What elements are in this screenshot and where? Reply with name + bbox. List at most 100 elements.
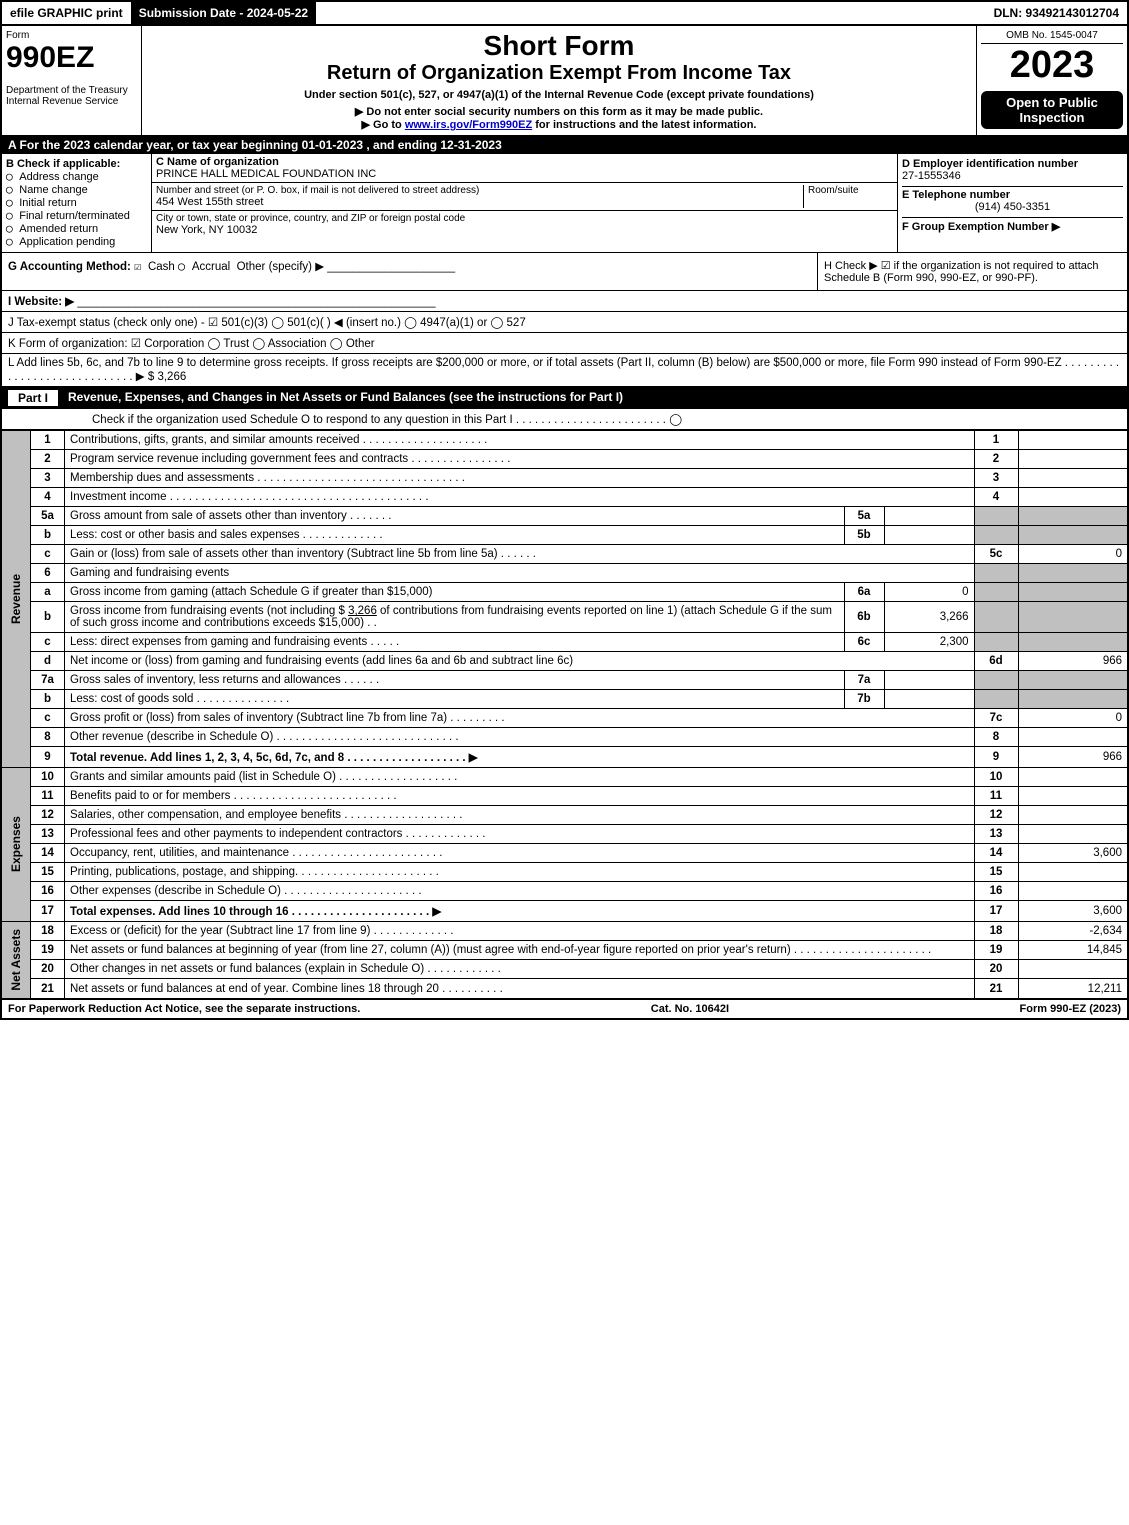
chk-label-5: Application pending xyxy=(19,236,115,248)
city-label: City or town, state or province, country… xyxy=(156,213,893,224)
section-a: A For the 2023 calendar year, or tax yea… xyxy=(0,136,1129,154)
org-street-row: Number and street (or P. O. box, if mail… xyxy=(152,183,897,211)
ln5a-subamt xyxy=(884,507,974,526)
ln6b-amtshade xyxy=(1018,602,1128,633)
ln11-box: 11 xyxy=(974,787,1018,806)
chk-final-return[interactable]: ◯ Final return/terminated xyxy=(6,209,147,222)
chk-address-change[interactable]: ◯ Address change xyxy=(6,170,147,183)
chk-label-4: Amended return xyxy=(19,223,98,235)
ln15-amt xyxy=(1018,863,1128,882)
form-header: Form 990EZ Department of the Treasury In… xyxy=(0,26,1129,136)
ln7b-sub: 7b xyxy=(844,690,884,709)
col-c-org: C Name of organization PRINCE HALL MEDIC… xyxy=(152,154,897,252)
ln15-box: 15 xyxy=(974,863,1018,882)
ein-label: D Employer identification number xyxy=(902,158,1123,170)
ln21-num: 21 xyxy=(31,979,65,998)
ln19-text: Net assets or fund balances at beginning… xyxy=(65,941,975,960)
ln7c-box: 7c xyxy=(974,709,1018,728)
ein-value: 27-1555346 xyxy=(902,170,1123,182)
ln10-text: Grants and similar amounts paid (list in… xyxy=(65,768,975,787)
part1-check: Check if the organization used Schedule … xyxy=(0,409,1129,430)
topbar-spacer xyxy=(316,2,985,24)
col-b-title: B Check if applicable: xyxy=(6,158,147,170)
tel-value: (914) 450-3351 xyxy=(902,201,1123,213)
ln15-num: 15 xyxy=(31,863,65,882)
row-j: J Tax-exempt status (check only one) - ☑… xyxy=(0,312,1129,333)
row-l: L Add lines 5b, 6c, and 7b to line 9 to … xyxy=(0,354,1129,387)
ln21-amt: 12,211 xyxy=(1018,979,1128,998)
submission-date: Submission Date - 2024-05-22 xyxy=(131,2,316,24)
chk-label-0: Address change xyxy=(19,171,99,183)
ln7b-subamt xyxy=(884,690,974,709)
org-city-cell: City or town, state or province, country… xyxy=(152,211,897,238)
row-k: K Form of organization: ☑ Corporation ◯ … xyxy=(0,333,1129,354)
header-left: Form 990EZ Department of the Treasury In… xyxy=(2,26,142,135)
ln8-num: 8 xyxy=(31,728,65,747)
ln7a-boxshade xyxy=(974,671,1018,690)
ln12-box: 12 xyxy=(974,806,1018,825)
chk-initial-return[interactable]: ◯ Initial return xyxy=(6,196,147,209)
ln14-amt: 3,600 xyxy=(1018,844,1128,863)
org-name-cell: C Name of organization PRINCE HALL MEDIC… xyxy=(152,154,897,183)
ln20-amt xyxy=(1018,960,1128,979)
ln2-text: Program service revenue including govern… xyxy=(65,450,975,469)
ln2-amt xyxy=(1018,450,1128,469)
ln5b-num: b xyxy=(31,526,65,545)
ln5b-sub: 5b xyxy=(844,526,884,545)
ln5a-sub: 5a xyxy=(844,507,884,526)
ln9-num: 9 xyxy=(31,747,65,768)
part1-grid: Revenue 1 Contributions, gifts, grants, … xyxy=(0,430,1129,999)
ln8-amt xyxy=(1018,728,1128,747)
ln1-num: 1 xyxy=(31,431,65,450)
ln5a-num: 5a xyxy=(31,507,65,526)
ln19-amt: 14,845 xyxy=(1018,941,1128,960)
tel-label: E Telephone number xyxy=(902,186,1123,201)
row-g-h: G Accounting Method: ☑ Cash ◯ Accrual Ot… xyxy=(0,253,1129,291)
ln6b-text: Gross income from fundraising events (no… xyxy=(65,602,845,633)
g-accrual[interactable]: Accrual xyxy=(192,261,230,273)
ln1-box: 1 xyxy=(974,431,1018,450)
ln6b-sub: 6b xyxy=(844,602,884,633)
ln5b-amtshade xyxy=(1018,526,1128,545)
ln7c-amt: 0 xyxy=(1018,709,1128,728)
chk-amended-return[interactable]: ◯ Amended return xyxy=(6,222,147,235)
ln1-text: Contributions, gifts, grants, and simila… xyxy=(65,431,975,450)
header-center: Short Form Return of Organization Exempt… xyxy=(142,26,977,135)
org-info-block: B Check if applicable: ◯ Address change … xyxy=(0,154,1129,253)
g-label: G Accounting Method: xyxy=(8,261,131,273)
ln13-box: 13 xyxy=(974,825,1018,844)
chk-label-1: Name change xyxy=(19,184,88,196)
g-cash[interactable]: Cash xyxy=(148,261,175,273)
ln21-box: 21 xyxy=(974,979,1018,998)
ln6a-sub: 6a xyxy=(844,583,884,602)
ln19-box: 19 xyxy=(974,941,1018,960)
ln6a-boxshade xyxy=(974,583,1018,602)
efile-label[interactable]: efile GRAPHIC print xyxy=(2,2,131,24)
ln13-amt xyxy=(1018,825,1128,844)
part1-title: Revenue, Expenses, and Changes in Net As… xyxy=(68,390,623,406)
col-b-checkboxes: B Check if applicable: ◯ Address change … xyxy=(2,154,152,252)
row-l-amount: 3,266 xyxy=(157,371,186,383)
chk-name-change[interactable]: ◯ Name change xyxy=(6,183,147,196)
chk-application-pending[interactable]: ◯ Application pending xyxy=(6,235,147,248)
ln5c-text: Gain or (loss) from sale of assets other… xyxy=(65,545,975,564)
ln21-text: Net assets or fund balances at end of ye… xyxy=(65,979,975,998)
ln11-text: Benefits paid to or for members . . . . … xyxy=(65,787,975,806)
ln6c-amtshade xyxy=(1018,633,1128,652)
ln7c-num: c xyxy=(31,709,65,728)
ln14-box: 14 xyxy=(974,844,1018,863)
g-other[interactable]: Other (specify) ▶ xyxy=(237,261,324,273)
ln5b-boxshade xyxy=(974,526,1018,545)
ln5a-boxshade xyxy=(974,507,1018,526)
ln14-num: 14 xyxy=(31,844,65,863)
note2-post: for instructions and the latest informat… xyxy=(532,119,756,131)
ln7a-subamt xyxy=(884,671,974,690)
irs-link[interactable]: www.irs.gov/Form990EZ xyxy=(405,119,532,131)
ln13-num: 13 xyxy=(31,825,65,844)
ln15-text: Printing, publications, postage, and shi… xyxy=(65,863,975,882)
ln6-boxshade xyxy=(974,564,1018,583)
ln19-num: 19 xyxy=(31,941,65,960)
room-label: Room/suite xyxy=(808,185,893,196)
footer-left: For Paperwork Reduction Act Notice, see … xyxy=(8,1003,360,1015)
ln16-amt xyxy=(1018,882,1128,901)
